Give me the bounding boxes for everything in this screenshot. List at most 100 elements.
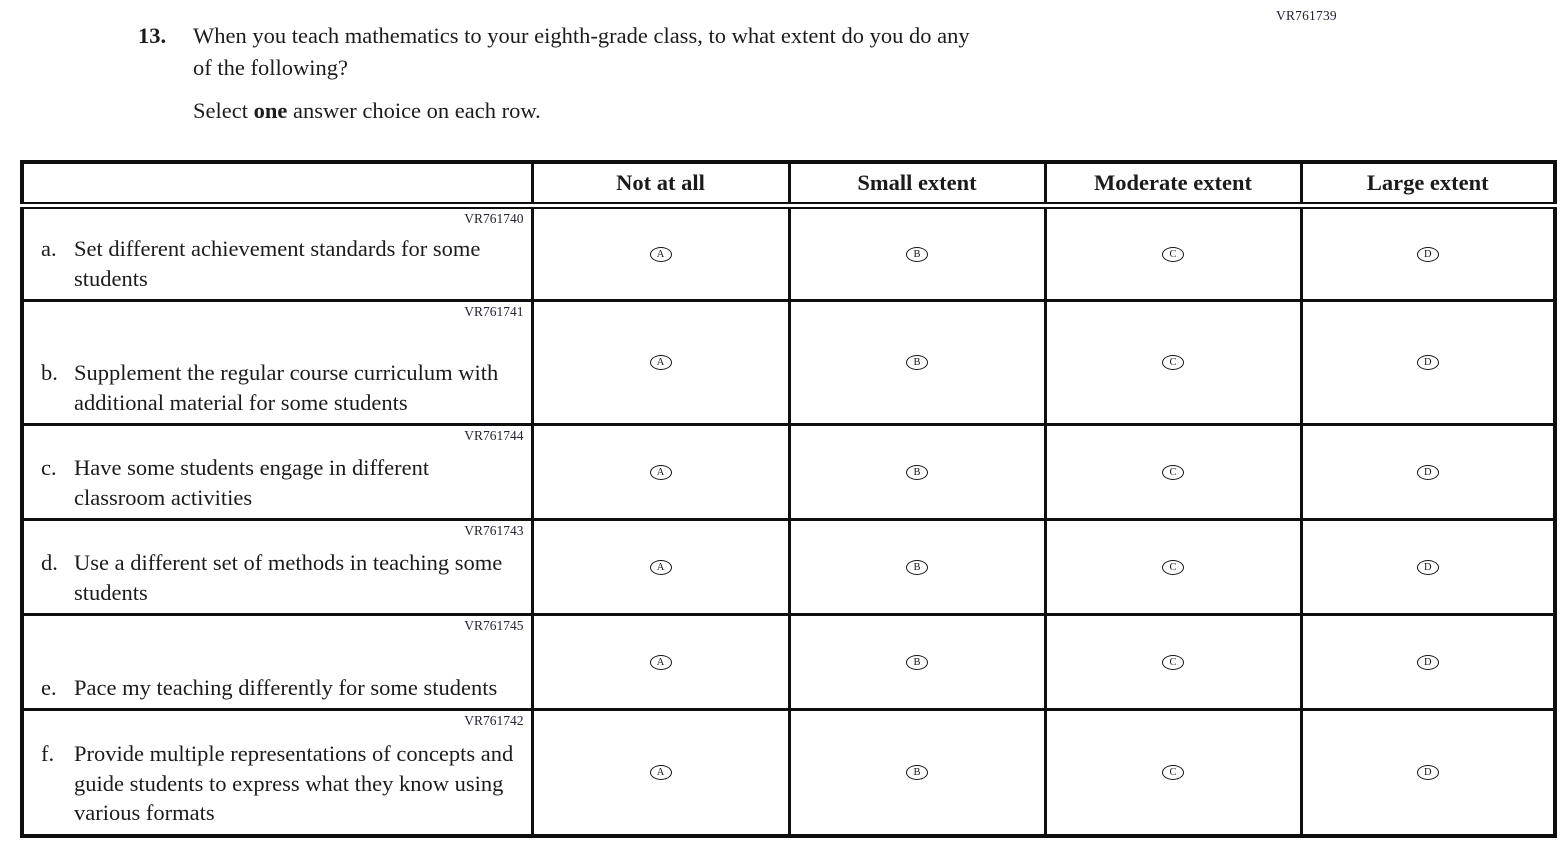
row-code: VR761740 bbox=[464, 211, 524, 226]
answer-cell-large-extent: D bbox=[1299, 613, 1557, 711]
row-stub-content: c. Have some students engage in differen… bbox=[41, 453, 521, 512]
row-letter: e. bbox=[41, 674, 57, 700]
answer-cell-small-extent: B bbox=[787, 423, 1047, 521]
answer-cell-small-extent: B bbox=[787, 518, 1047, 616]
column-header-small-extent: Small extent bbox=[787, 160, 1047, 209]
answer-cell-small-extent: B bbox=[787, 299, 1047, 426]
answer-bubble-b-letter: B bbox=[913, 767, 921, 779]
answer-cell-large-extent: D bbox=[1299, 708, 1557, 837]
answer-bubble-c[interactable]: C bbox=[1162, 559, 1184, 575]
column-header-large-extent: Large extent bbox=[1299, 160, 1557, 209]
answer-bubble-a-letter: A bbox=[656, 466, 665, 478]
row-stub-cell: VR761743 d. Use a different set of metho… bbox=[20, 518, 534, 616]
instruction-suffix: answer choice on each row. bbox=[287, 98, 541, 123]
question-body: When you teach mathematics to your eight… bbox=[193, 20, 970, 127]
answer-bubble-c-letter: C bbox=[1169, 248, 1177, 260]
column-header-not-at-all: Not at all bbox=[530, 160, 791, 209]
row-stub-content: d. Use a different set of methods in tea… bbox=[41, 548, 521, 607]
answer-cell-small-extent: B bbox=[787, 204, 1047, 302]
answer-bubble-b[interactable]: B bbox=[906, 355, 928, 371]
answer-bubble-d[interactable]: D bbox=[1416, 464, 1439, 480]
answer-bubble-c[interactable]: C bbox=[1162, 464, 1184, 480]
row-letter: f. bbox=[41, 741, 55, 766]
answer-bubble-a[interactable]: A bbox=[649, 765, 672, 781]
answer-bubble-a[interactable]: A bbox=[649, 654, 672, 670]
answer-bubble-a[interactable]: A bbox=[649, 246, 672, 262]
row-stub-content: e. Pace my teaching differently for some… bbox=[41, 673, 521, 703]
table-row: VR761740 a. Set different achievement st… bbox=[20, 204, 1557, 302]
answer-bubble-d-letter: D bbox=[1423, 357, 1432, 369]
answer-bubble-c[interactable]: C bbox=[1162, 765, 1184, 781]
answer-bubble-d-letter: D bbox=[1423, 466, 1432, 478]
answer-bubble-d[interactable]: D bbox=[1416, 246, 1439, 262]
answer-bubble-c-letter: C bbox=[1169, 656, 1177, 668]
row-code: VR761743 bbox=[464, 523, 524, 538]
answer-cell-small-extent: B bbox=[787, 613, 1047, 711]
answer-bubble-b-letter: B bbox=[913, 248, 921, 260]
instruction-bold-word: one bbox=[253, 98, 288, 123]
row-letter: a. bbox=[41, 236, 57, 261]
question-number: 13. bbox=[138, 23, 167, 48]
row-code: VR761742 bbox=[464, 713, 524, 728]
row-code: VR761745 bbox=[464, 618, 524, 633]
answer-bubble-d-letter: D bbox=[1423, 767, 1432, 779]
answer-bubble-b-letter: B bbox=[913, 357, 921, 369]
answer-bubble-a[interactable]: A bbox=[649, 355, 672, 371]
row-letter: d. bbox=[41, 550, 58, 575]
answer-cell-large-extent: D bbox=[1299, 204, 1557, 302]
answer-bubble-a[interactable]: A bbox=[649, 559, 672, 575]
row-stub-cell: VR761741 b. Supplement the regular cours… bbox=[20, 299, 534, 426]
answer-cell-not-at-all: A bbox=[530, 613, 791, 711]
answer-cell-moderate-extent: C bbox=[1043, 613, 1303, 711]
answer-bubble-d-letter: D bbox=[1423, 656, 1432, 668]
table-row: VR761742 f. Provide multiple representat… bbox=[20, 708, 1557, 837]
row-text: Supplement the regular course curriculum… bbox=[74, 360, 499, 415]
answer-bubble-c[interactable]: C bbox=[1162, 246, 1184, 262]
answer-bubble-c-letter: C bbox=[1169, 561, 1177, 573]
row-text: Pace my teaching differently for some st… bbox=[74, 674, 498, 700]
row-stub-cell: VR761745 e. Pace my teaching differently… bbox=[20, 613, 534, 711]
answer-bubble-c-letter: C bbox=[1169, 466, 1177, 478]
question-block: 13. When you teach mathematics to your e… bbox=[138, 20, 970, 127]
answer-bubble-b[interactable]: B bbox=[906, 765, 928, 781]
answer-bubble-d[interactable]: D bbox=[1416, 654, 1439, 670]
row-stub-content: a. Set different achievement standards f… bbox=[41, 234, 521, 293]
answer-bubble-b-letter: B bbox=[913, 656, 921, 668]
answer-bubble-d-letter: D bbox=[1423, 248, 1432, 260]
answer-bubble-b[interactable]: B bbox=[906, 559, 928, 575]
row-stub-cell: VR761742 f. Provide multiple representat… bbox=[20, 708, 534, 837]
answer-bubble-a-letter: A bbox=[656, 357, 665, 369]
row-code: VR761744 bbox=[464, 428, 524, 443]
answer-bubble-b[interactable]: B bbox=[906, 654, 928, 670]
answer-cell-moderate-extent: C bbox=[1043, 204, 1303, 302]
row-stub-cell: VR761744 c. Have some students engage in… bbox=[20, 423, 534, 521]
answer-cell-not-at-all: A bbox=[530, 423, 791, 521]
answer-bubble-d[interactable]: D bbox=[1416, 355, 1439, 371]
answer-cell-small-extent: B bbox=[787, 708, 1047, 837]
answer-cell-not-at-all: A bbox=[530, 518, 791, 616]
question-text-line2: of the following? bbox=[193, 55, 348, 80]
answer-bubble-c[interactable]: C bbox=[1162, 355, 1184, 371]
row-stub-content: b. Supplement the regular course curricu… bbox=[41, 358, 521, 417]
row-letter: c. bbox=[41, 455, 57, 480]
instruction-prefix: Select bbox=[193, 98, 254, 123]
answer-bubble-c-letter: C bbox=[1169, 767, 1177, 779]
row-text: Have some students engage in different c… bbox=[74, 455, 430, 510]
row-text: Provide multiple representations of conc… bbox=[74, 741, 514, 825]
table-row: VR761744 c. Have some students engage in… bbox=[20, 423, 1557, 521]
answer-bubble-b[interactable]: B bbox=[906, 464, 928, 480]
answer-bubble-b-letter: B bbox=[913, 561, 921, 573]
answer-cell-moderate-extent: C bbox=[1043, 708, 1303, 837]
stub-header-empty bbox=[20, 160, 534, 209]
answer-bubble-d[interactable]: D bbox=[1416, 765, 1439, 781]
answer-bubble-b[interactable]: B bbox=[906, 246, 928, 262]
header-row: Not at all Small extent Moderate extent … bbox=[20, 160, 1557, 209]
answer-bubble-c[interactable]: C bbox=[1162, 654, 1184, 670]
answer-bubble-a-letter: A bbox=[656, 561, 665, 573]
answer-cell-moderate-extent: C bbox=[1043, 423, 1303, 521]
answer-cell-large-extent: D bbox=[1299, 299, 1557, 426]
answer-cell-large-extent: D bbox=[1299, 518, 1557, 616]
answer-bubble-d[interactable]: D bbox=[1416, 559, 1439, 575]
answer-bubble-a[interactable]: A bbox=[649, 464, 672, 480]
